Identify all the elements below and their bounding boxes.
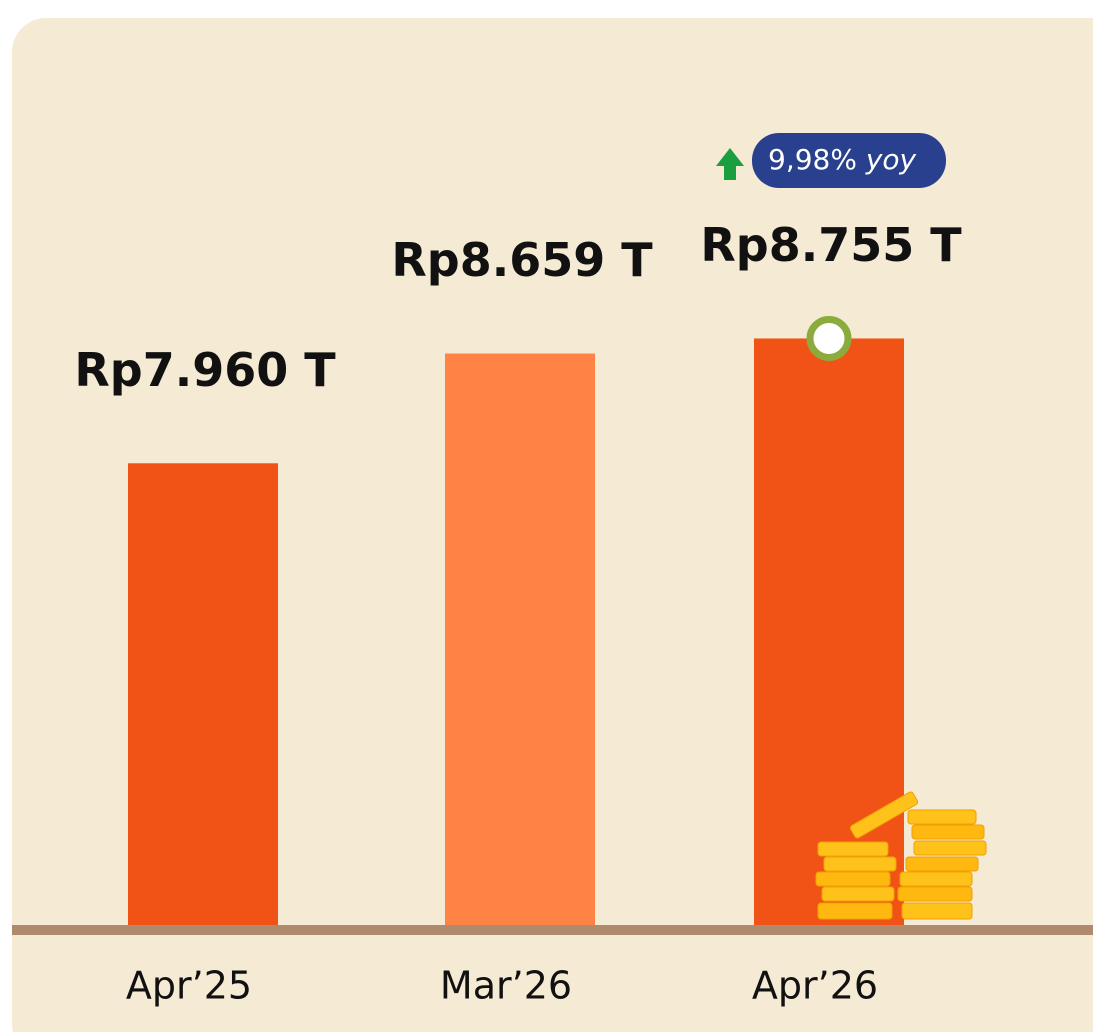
x-tick-label: Apr’26 [752,964,878,1008]
value-label: Rp7.960 T [74,343,336,397]
bar [754,338,904,929]
baseline [12,925,1093,935]
x-tick-label: Mar’26 [440,964,572,1008]
bar [445,353,595,928]
annotation-text: 9,98% yoy [768,143,917,176]
yoy-pill [752,133,946,188]
up-arrow [716,148,744,180]
value-label: Rp8.659 T [391,233,653,287]
value-label: Rp8.755 T [700,218,962,272]
coins-icon [815,791,987,920]
annotation-value: 9,98% [768,143,857,176]
plot: Rp7.960 T Apr’25 Rp8.659 T Mar’26 Rp8.755 T A… [74,218,962,1008]
x-tick-label: Apr’25 [126,964,252,1008]
annotation-unit: yoy [865,143,917,176]
highlight-marker [806,315,852,361]
bar [128,463,278,928]
